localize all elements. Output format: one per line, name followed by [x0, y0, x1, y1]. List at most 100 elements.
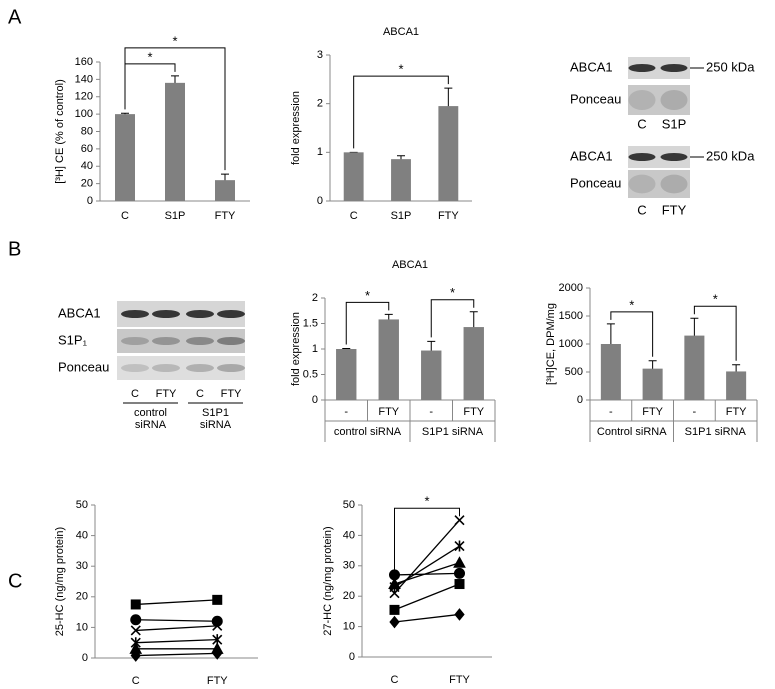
chart-title: ABCA1: [392, 259, 428, 271]
y-tick-label: 0.5: [303, 368, 318, 380]
marker: [388, 577, 401, 590]
blot-band: [628, 153, 656, 161]
x-tick-label: S1P: [165, 210, 186, 222]
marker: [454, 608, 465, 621]
y-tick-label: 40: [343, 529, 355, 541]
y-tick-label: 0: [317, 195, 323, 207]
series-line: [135, 638, 218, 644]
marker: [130, 614, 142, 626]
blot-band: [217, 364, 245, 372]
blot-strip: [628, 85, 690, 115]
y-tick-label: 60: [81, 143, 93, 155]
y-axis-label: fold expression: [290, 91, 302, 165]
y-tick-label: 50: [76, 499, 88, 511]
blot-strip: [628, 170, 690, 198]
significance-label: *: [424, 494, 429, 509]
blot-band: [121, 364, 149, 372]
x-tick-label: -: [693, 406, 697, 418]
group-label: Control siRNA: [597, 426, 667, 438]
y-tick-label: 0: [312, 394, 318, 406]
blot-row-label: Ponceau: [58, 359, 109, 374]
lane-label: S1P: [662, 116, 687, 131]
series-line: [135, 619, 218, 622]
significance-label: *: [398, 62, 403, 77]
series-line: [394, 613, 460, 623]
blot-band: [628, 90, 656, 110]
y-tick-label: 500: [565, 366, 583, 378]
bar: [421, 350, 442, 400]
group-label: siRNA: [135, 419, 167, 431]
bar: [463, 327, 484, 400]
x-tick-label: C: [121, 210, 129, 222]
marker: [130, 649, 141, 662]
series-line: [394, 572, 460, 576]
lane-label: FTY: [662, 202, 687, 217]
y-tick-label: 50: [343, 499, 355, 511]
blot-band: [121, 337, 149, 345]
significance-label: *: [172, 33, 177, 48]
series-line: [135, 652, 218, 657]
y-tick-label: 80: [81, 125, 93, 137]
y-axis-label: [³H] CE (% of control): [54, 79, 66, 184]
blot-row-label: ABCA1: [570, 148, 613, 163]
y-tick-label: 0: [349, 651, 355, 663]
y-axis-label: 27-HC (ng/mg protein): [322, 526, 334, 635]
lane-label: C: [637, 116, 646, 131]
marker: [453, 556, 466, 568]
blot-row-label: Ponceau: [570, 91, 621, 106]
bar: [343, 152, 364, 201]
marker: [454, 579, 465, 590]
y-tick-label: 140: [75, 73, 93, 85]
significance-label: *: [147, 49, 152, 64]
y-axis-label: fold expression: [290, 312, 302, 386]
x-tick-label: FTY: [215, 210, 236, 222]
blot-band: [152, 310, 180, 318]
bar: [438, 106, 459, 201]
blot-band: [152, 337, 180, 345]
series-line: [135, 599, 218, 606]
y-tick-label: 40: [76, 530, 88, 542]
significance-label: *: [713, 292, 718, 307]
significance-bracket: [430, 299, 475, 338]
group-label: control: [134, 407, 167, 419]
lane-label: C: [196, 388, 204, 400]
y-tick-label: 40: [81, 160, 93, 172]
lane-label: FTY: [156, 388, 177, 400]
y-tick-label: 30: [76, 560, 88, 572]
y-tick-label: 0: [87, 195, 93, 207]
y-tick-label: 2: [317, 98, 323, 110]
significance-label: *: [629, 297, 634, 312]
x-tick-label: FTY: [207, 675, 228, 687]
x-tick-label: FTY: [438, 210, 459, 222]
significance-bracket: [610, 311, 654, 357]
lane-label: FTY: [221, 388, 242, 400]
bar: [215, 180, 235, 201]
group-label: siRNA: [200, 419, 232, 431]
bar: [642, 368, 663, 400]
blot-band: [660, 153, 688, 161]
x-tick-label: FTY: [378, 406, 399, 418]
y-tick-label: 2000: [559, 282, 583, 294]
y-tick-label: 1000: [559, 338, 583, 350]
y-tick-label: 160: [75, 56, 93, 68]
marker: [389, 604, 400, 615]
y-tick-label: 120: [75, 91, 93, 103]
bar: [684, 335, 705, 400]
y-tick-label: 1: [317, 146, 323, 158]
y-tick-label: 0: [82, 652, 88, 664]
marker: [212, 594, 223, 605]
x-tick-label: C: [132, 675, 140, 687]
y-tick-label: 100: [75, 108, 93, 120]
panel-label: C: [8, 570, 22, 592]
significance-label: *: [365, 288, 370, 303]
x-tick-label: C: [350, 210, 358, 222]
marker: [130, 625, 141, 636]
blot-band: [186, 337, 214, 345]
marker: [389, 569, 400, 581]
y-tick-label: 1: [312, 343, 318, 355]
blot-row-label: S1P₁: [58, 332, 88, 347]
lane-label: C: [637, 202, 646, 217]
significance-bracket: [693, 305, 737, 361]
blot-band: [660, 174, 688, 194]
